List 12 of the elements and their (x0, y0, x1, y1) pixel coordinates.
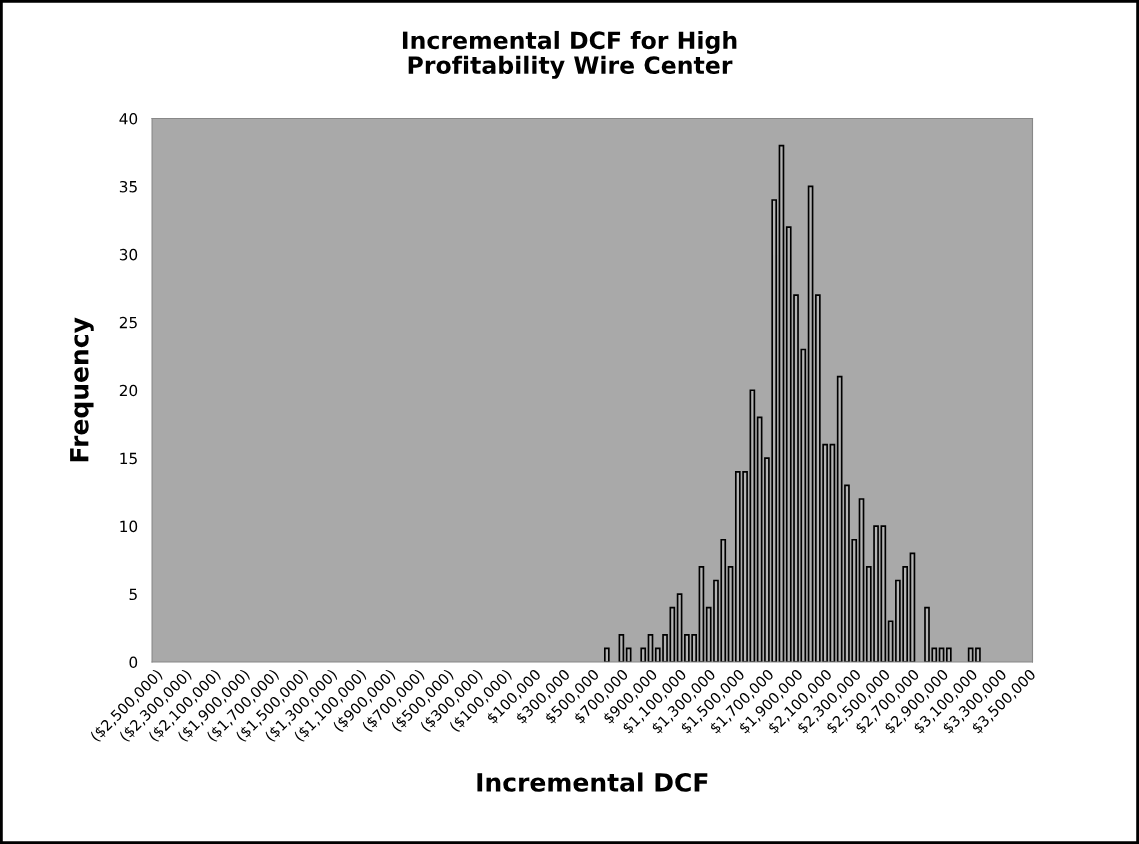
x-axis-title: Incremental DCF (477, 772, 708, 792)
y-tick-label: 15 (120, 452, 137, 465)
y-axis-title: Frequency (70, 317, 94, 462)
y-tick-label: 40 (119, 112, 138, 125)
y-tick-label: 5 (129, 588, 137, 601)
y-tick-label: 25 (119, 316, 137, 329)
y-tick-label: 10 (120, 520, 138, 533)
y-tick-label: 35 (119, 180, 137, 193)
y-tick-label: 30 (119, 248, 138, 261)
chart-title: Incremental DCF for High Profitability Wire Center (402, 30, 737, 79)
y-tick-label: 20 (119, 384, 138, 397)
y-tick-label: 0 (129, 656, 138, 669)
